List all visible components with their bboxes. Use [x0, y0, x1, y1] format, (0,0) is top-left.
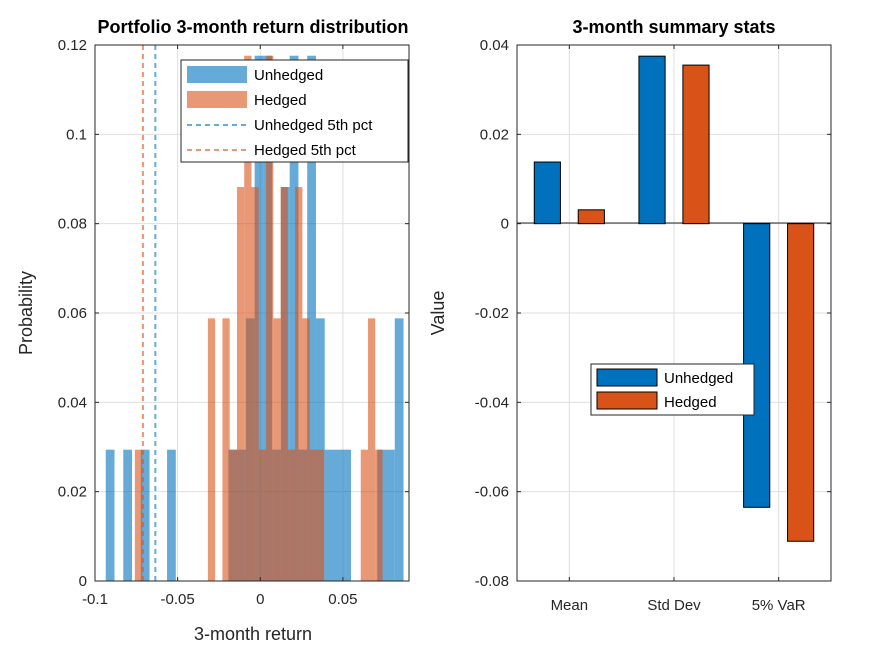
histogram-panel: -0.1 -0.05 0 0.05 0 0.02 0.04 0.06 0.08 0.1 0.12 P… [16, 17, 410, 644]
legend-label-unhedged: Unhedged [664, 370, 733, 387]
histogram-bar-hedged [295, 187, 303, 582]
bar-unhedged-mean [533, 161, 561, 225]
histogram-bar-hedged [251, 187, 259, 582]
summary-y-label: Value [428, 291, 448, 336]
histogram-bar-hedged [368, 318, 376, 581]
y-tick-label: -0.06 [475, 484, 509, 501]
histogram-bar-hedged [316, 449, 325, 581]
histogram-bar-unhedged [307, 55, 316, 582]
histogram-bar-hedged [360, 449, 369, 581]
x-tick-label: -0.1 [82, 591, 108, 608]
histogram-bar-hedged [236, 187, 245, 582]
summary-title: 3-month summary stats [572, 17, 775, 37]
bar-unhedged-std-dev [638, 55, 666, 225]
legend-label-hedged: Hedged [254, 92, 307, 109]
histogram-bar-hedged [280, 187, 288, 582]
legend-swatch-unhedged [187, 66, 247, 83]
y-tick-label: 0.02 [480, 126, 509, 143]
histogram-bars [105, 55, 404, 582]
histogram-x-label: 3-month return [194, 624, 312, 644]
legend-label-hedged: Hedged [664, 394, 717, 411]
histogram-bar-hedged [134, 449, 143, 581]
histogram-bar-hedged [229, 449, 237, 581]
histogram-bar-unhedged [394, 318, 404, 581]
y-tick-label: -0.08 [475, 573, 509, 590]
category-label: 5% VaR [752, 597, 806, 614]
summary-legend: Unhedged Hedged [590, 363, 755, 416]
histogram-y-label: Probability [16, 271, 36, 355]
y-tick-label: 0.06 [58, 305, 87, 322]
legend-swatch-hedged [596, 391, 658, 410]
bar-hedged-std-dev [682, 64, 710, 225]
legend-label-unhedged-pct: Unhedged 5th pct [254, 117, 373, 134]
histogram-bar-unhedged [333, 449, 343, 581]
histogram-ticks: -0.1 -0.05 0 0.05 0 0.02 0.04 0.06 0.08 0.1 0.12 [58, 37, 409, 608]
histogram-bar-hedged [258, 449, 267, 581]
y-tick-label: -0.04 [475, 394, 509, 411]
histogram-bar-hedged [375, 449, 383, 581]
histogram-bar-hedged [266, 55, 274, 582]
legend-swatch-unhedged [596, 368, 658, 387]
y-tick-label: 0 [501, 216, 509, 233]
summary-ticks: Mean Std Dev 5% VaR -0.08 -0.06 -0.04 -0.02 0 0.… [475, 37, 831, 614]
histogram-bar-unhedged [140, 449, 150, 581]
bar-hedged-mean [577, 209, 605, 225]
legend-swatch-hedged [187, 91, 247, 108]
histogram-legend: Unhedged Hedged Unhedged 5th pct Hedged … [180, 59, 409, 163]
y-tick-label: 0.1 [66, 126, 87, 143]
y-tick-label: 0.04 [58, 394, 87, 411]
histogram-bar-unhedged [167, 449, 176, 581]
histogram-bar-unhedged [324, 449, 334, 581]
histogram-bar-hedged [302, 318, 310, 581]
summary-panel: Mean Std Dev 5% VaR -0.08 -0.06 -0.04 -0.02 0 0.… [428, 17, 832, 614]
y-tick-label: 0.04 [480, 37, 509, 54]
y-tick-label: 0.02 [58, 484, 87, 501]
legend-label-hedged-pct: Hedged 5th pct [254, 142, 357, 159]
histogram-bar-hedged [287, 449, 296, 581]
histogram-bar-hedged [207, 318, 216, 581]
histogram-bar-hedged [222, 318, 230, 581]
category-label: Mean [551, 597, 589, 614]
summary-grid [517, 44, 831, 582]
category-label: Std Dev [647, 597, 701, 614]
summary-bars [533, 55, 815, 542]
x-tick-label: 0 [256, 591, 264, 608]
y-tick-label: 0.08 [58, 216, 87, 233]
histogram-bar-hedged [309, 449, 317, 581]
bar-hedged-5-var [787, 223, 815, 542]
histogram-title: Portfolio 3-month return distribution [98, 17, 409, 37]
x-tick-label: -0.05 [161, 591, 195, 608]
bar-unhedged-5-var [743, 223, 771, 508]
histogram-bar-unhedged [105, 449, 115, 581]
histogram-bar-unhedged [386, 449, 395, 581]
x-tick-label: 0.05 [328, 591, 357, 608]
y-tick-label: 0 [79, 573, 87, 590]
histogram-bar-hedged [273, 318, 281, 581]
histogram-bar-unhedged [254, 55, 264, 582]
histogram-bar-hedged [244, 55, 252, 582]
y-tick-label: -0.02 [475, 305, 509, 322]
histogram-bar-unhedged [289, 55, 299, 582]
histogram-bar-unhedged [342, 449, 351, 581]
legend-label-unhedged: Unhedged [254, 67, 323, 84]
y-tick-label: 0.12 [58, 37, 87, 54]
histogram-bar-unhedged [123, 449, 133, 581]
